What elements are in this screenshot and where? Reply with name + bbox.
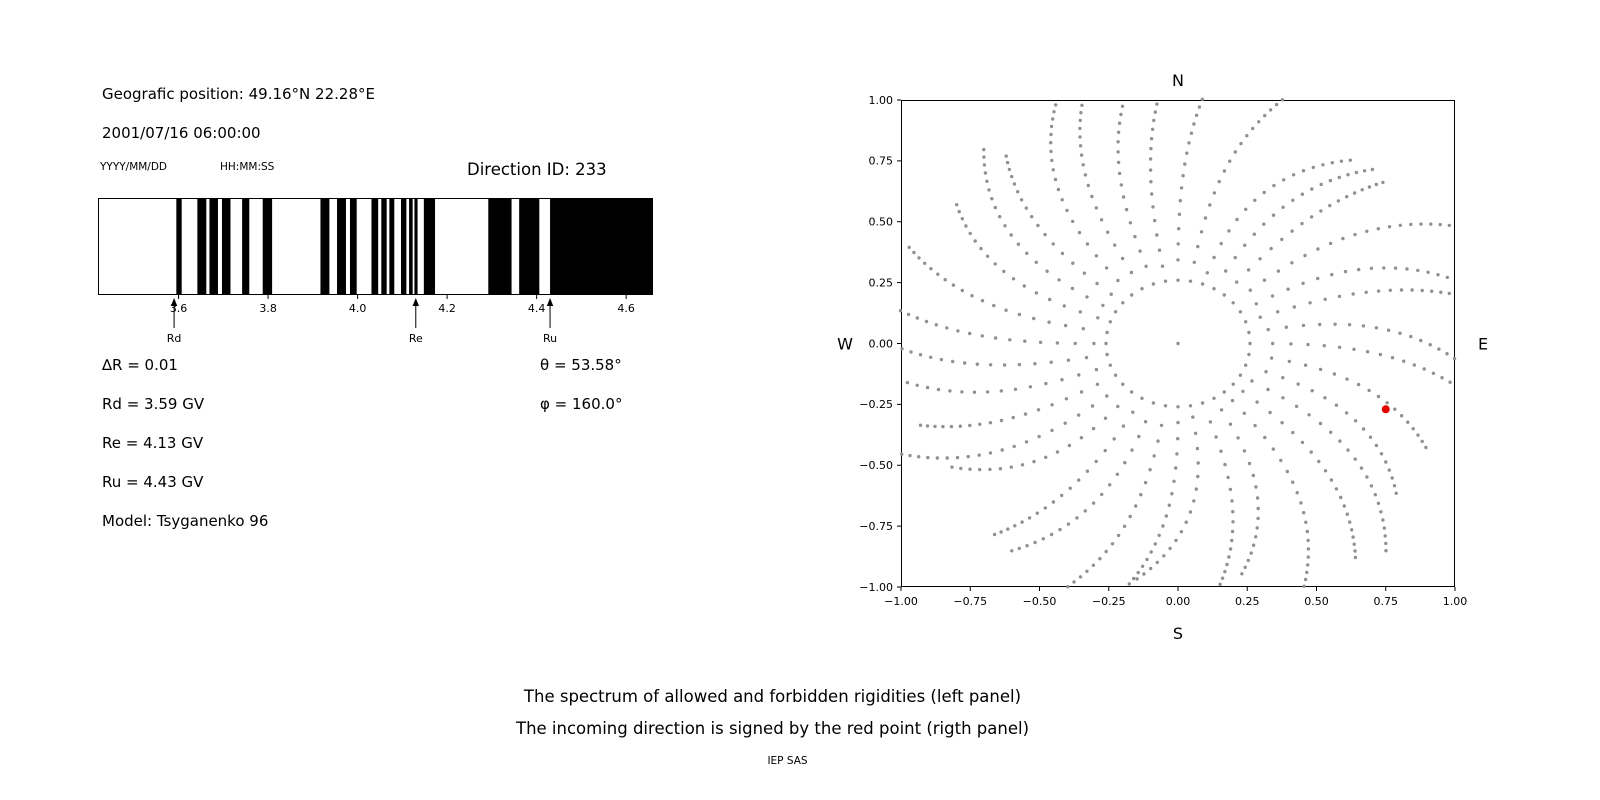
svg-text:4.4: 4.4 xyxy=(528,302,546,315)
svg-text:0.25: 0.25 xyxy=(869,276,894,289)
datetime-text: 2001/07/16 06:00:00 xyxy=(102,124,261,142)
svg-text:−1.00: −1.00 xyxy=(884,595,918,608)
forbidden-bands xyxy=(176,198,653,295)
compass-east-label: E xyxy=(1478,335,1488,354)
x-axis-ticks xyxy=(178,295,627,299)
marker-arrowhead-rd xyxy=(170,298,178,306)
svg-text:4.2: 4.2 xyxy=(438,302,456,315)
plot-border xyxy=(98,198,653,295)
ru-value: Ru = 4.43 GV xyxy=(102,473,204,491)
svg-text:−0.50: −0.50 xyxy=(859,459,893,472)
marker-label-re: Re xyxy=(409,332,423,345)
marker-arrowhead-re xyxy=(412,298,419,306)
marker-label-rd: Rd xyxy=(167,332,182,345)
re-value: Re = 4.13 GV xyxy=(102,434,204,452)
compass-north-label: N xyxy=(1172,71,1184,90)
footer-credit: IEP SAS xyxy=(767,755,808,767)
compass-south-label: S xyxy=(1173,624,1183,643)
svg-text:0.50: 0.50 xyxy=(1304,595,1329,608)
svg-text:−1.00: −1.00 xyxy=(859,581,893,594)
svg-text:0.25: 0.25 xyxy=(1235,595,1260,608)
rigidity-spectrum-chart: 3.6 3.8 4.0 4.2 4.4 4.6Rd Re Ru xyxy=(98,198,653,345)
direction-map-chart: −1.00 −0.75 −0.50 −0.25 0.00 0.25 0.50 0.75 1.00… xyxy=(837,71,1488,643)
svg-text:3.8: 3.8 xyxy=(259,302,277,315)
svg-text:0.75: 0.75 xyxy=(869,155,894,168)
x-axis-tick-labels: 3.6 3.8 4.0 4.2 4.4 4.6 xyxy=(170,302,635,315)
svg-text:0.00: 0.00 xyxy=(869,337,894,350)
time-format-label: HH:MM:SS xyxy=(220,161,275,173)
axis-ticks xyxy=(897,99,1456,591)
plot-border xyxy=(901,100,1455,587)
asymptotic-direction-points xyxy=(898,97,1457,589)
axis-tick-labels: −1.00 −0.75 −0.50 −0.25 0.00 0.25 0.50 0.75 1.00… xyxy=(859,94,1467,608)
cutoff-markers: Rd Re Ru xyxy=(167,298,557,345)
model-label: Model: Tsyganenko 96 xyxy=(102,512,269,530)
svg-text:1.00: 1.00 xyxy=(1443,595,1468,608)
svg-text:−0.25: −0.25 xyxy=(859,398,893,411)
rd-value: Rd = 3.59 GV xyxy=(102,395,205,413)
svg-text:4.6: 4.6 xyxy=(617,302,635,315)
svg-text:1.00: 1.00 xyxy=(869,94,894,107)
date-format-label: YYYY/MM/DD xyxy=(100,161,168,173)
theta-value: θ = 53.58° xyxy=(540,356,622,374)
geographic-position-text: Geografic position: 49.16°N 22.28°E xyxy=(102,85,375,103)
direction-id-label: Direction ID: 233 xyxy=(467,160,607,179)
svg-text:0.75: 0.75 xyxy=(1374,595,1399,608)
svg-text:−0.50: −0.50 xyxy=(1023,595,1057,608)
marker-label-ru: Ru xyxy=(543,332,557,345)
phi-value: φ = 160.0° xyxy=(540,395,623,413)
marker-arrowhead-ru xyxy=(546,298,554,306)
svg-text:0.00: 0.00 xyxy=(1166,595,1191,608)
delta-r-value: ∆R = 0.01 xyxy=(102,356,178,374)
caption-line-1: The spectrum of allowed and forbidden ri… xyxy=(523,687,1022,706)
svg-text:0.50: 0.50 xyxy=(869,216,894,229)
compass-west-label: W xyxy=(837,335,853,354)
incoming-direction-red-point xyxy=(1381,405,1390,414)
compass-labels: N S W E xyxy=(837,71,1488,643)
caption-line-2: The incoming direction is signed by the … xyxy=(515,719,1030,738)
svg-text:−0.25: −0.25 xyxy=(1092,595,1126,608)
svg-text:−0.75: −0.75 xyxy=(953,595,987,608)
svg-text:4.0: 4.0 xyxy=(349,302,367,315)
svg-text:−0.75: −0.75 xyxy=(859,520,893,533)
